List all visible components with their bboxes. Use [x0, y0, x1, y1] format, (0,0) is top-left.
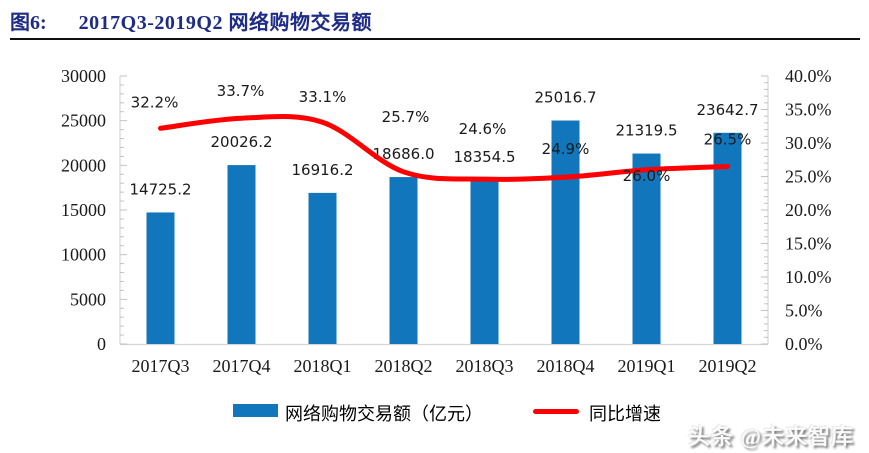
bar-value-label-2019Q1: 21319.5 — [615, 122, 677, 140]
growth-rate-label-2018Q4: 24.9% — [542, 140, 590, 158]
left-axis-tick-label: 10000 — [61, 245, 106, 265]
right-axis-tick-label: 10.0% — [785, 267, 832, 287]
x-axis-label-2019Q2: 2019Q2 — [699, 356, 757, 376]
left-axis-tick-label: 0 — [97, 334, 106, 354]
bar-legend-swatch — [233, 404, 278, 417]
bar-2018Q2 — [389, 177, 418, 344]
bar-value-label-2018Q4: 25016.7 — [534, 89, 596, 107]
figure-header: 图6: 2017Q3-2019Q2 网络购物交易额 — [10, 6, 860, 40]
x-axis-label-2018Q1: 2018Q1 — [294, 356, 352, 376]
watermark: 头条 @未来智库 — [688, 424, 854, 449]
bar-2019Q1 — [632, 153, 661, 344]
growth-rate-line — [158, 113, 730, 182]
growth-rate-label-2018Q2: 25.7% — [382, 108, 430, 126]
bar-value-label-2017Q3: 14725.2 — [129, 180, 191, 198]
right-axis-tick-label: 30.0% — [785, 133, 832, 153]
bar-2018Q4 — [551, 120, 580, 344]
bar-legend-label: 网络购物交易额（亿元） — [285, 404, 483, 424]
bar-2017Q3 — [146, 212, 175, 344]
figure-number-label: 图6: — [10, 12, 47, 34]
bar-value-label-2018Q1: 16916.2 — [291, 161, 353, 179]
bar-2017Q4 — [227, 165, 256, 344]
right-axis-tick-label: 20.0% — [785, 200, 832, 220]
bar-value-label-2018Q2: 18686.0 — [372, 145, 434, 163]
growth-rate-label-2018Q1: 33.1% — [299, 88, 347, 106]
x-axis-label-2018Q2: 2018Q2 — [375, 356, 433, 376]
figure-title: 2017Q3-2019Q2 网络购物交易额 — [78, 12, 372, 34]
x-axis-label-2018Q3: 2018Q3 — [456, 356, 514, 376]
left-axis-tick-label: 25000 — [61, 111, 106, 131]
left-axis-tick-label: 20000 — [61, 155, 106, 175]
x-axis-label-2018Q4: 2018Q4 — [537, 356, 595, 376]
right-axis-tick-label: 40.0% — [785, 66, 832, 86]
right-axis-tick-label: 5.0% — [785, 301, 823, 321]
bar-value-label-2017Q4: 20026.2 — [210, 133, 272, 151]
right-axis-tick-label: 0.0% — [785, 334, 823, 354]
bar-2018Q3 — [470, 180, 499, 344]
right-axis-tick-label: 15.0% — [785, 234, 832, 254]
right-axis-tick-label: 25.0% — [785, 167, 832, 187]
line-legend-label: 同比增速 — [589, 404, 661, 424]
x-axis-label-2019Q1: 2019Q1 — [618, 356, 676, 376]
x-axis-label-2017Q4: 2017Q4 — [213, 356, 271, 376]
line-legend-swatch — [533, 409, 579, 414]
growth-rate-label-2017Q3: 32.2% — [131, 93, 179, 111]
bar-2018Q1 — [308, 192, 337, 344]
growth-rate-label-2019Q1: 26.0% — [623, 167, 671, 185]
growth-rate-label-2017Q4: 33.7% — [217, 82, 265, 100]
bar-value-label-2018Q3: 18354.5 — [453, 148, 515, 166]
bar-value-label-2019Q2: 23642.7 — [696, 101, 758, 119]
left-axis-tick-label: 15000 — [61, 200, 106, 220]
right-axis-tick-label: 35.0% — [785, 100, 832, 120]
left-axis-tick-label: 5000 — [70, 289, 106, 309]
growth-rate-label-2019Q2: 26.5% — [704, 130, 752, 148]
growth-rate-label-2018Q3: 24.6% — [459, 120, 507, 138]
x-axis-label-2017Q3: 2017Q3 — [132, 356, 190, 376]
left-axis-tick-label: 30000 — [61, 66, 106, 86]
